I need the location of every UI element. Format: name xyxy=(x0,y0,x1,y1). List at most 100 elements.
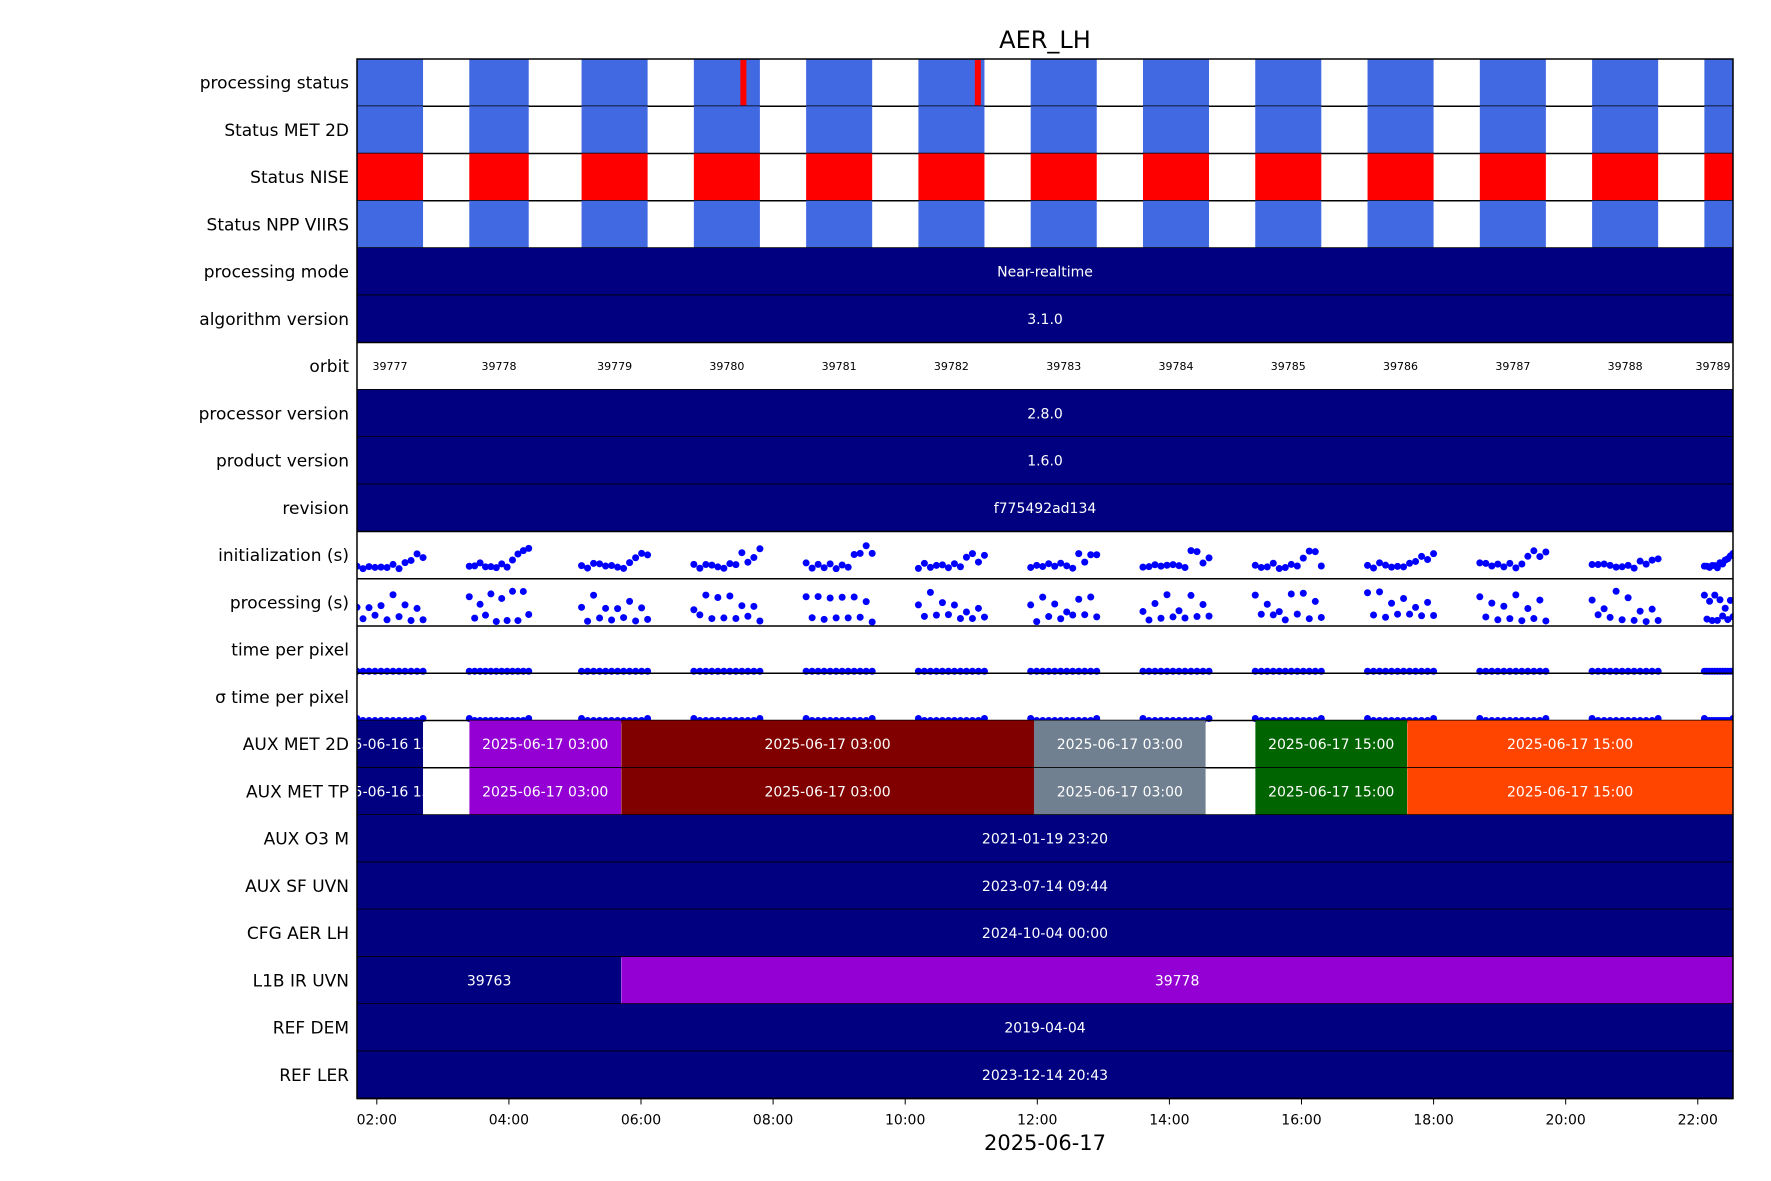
row-12 xyxy=(357,667,1733,675)
data-point xyxy=(1719,612,1727,620)
orbit-number: 39782 xyxy=(934,360,969,373)
data-point xyxy=(1075,595,1083,603)
data-point xyxy=(498,560,506,568)
data-point xyxy=(696,564,704,572)
band-segment: 2.8.0 xyxy=(357,389,1733,437)
data-point xyxy=(856,549,864,557)
data-point xyxy=(1093,551,1101,559)
data-point xyxy=(481,611,489,619)
row-label: product version xyxy=(216,452,349,472)
data-point xyxy=(503,563,511,571)
data-point xyxy=(476,559,484,567)
row-label: processing status xyxy=(200,74,349,94)
orbit-number: 39785 xyxy=(1271,360,1306,373)
data-point xyxy=(1275,608,1283,616)
data-point xyxy=(365,563,373,571)
data-point xyxy=(407,617,415,625)
data-point xyxy=(1169,613,1177,621)
data-point xyxy=(750,554,758,562)
orbit-number: 39779 xyxy=(597,360,632,373)
data-point xyxy=(1033,618,1041,626)
data-point xyxy=(359,615,367,623)
row-17: 2023-07-14 09:44 xyxy=(357,862,1733,911)
status-bar xyxy=(1142,200,1210,248)
data-point xyxy=(1151,600,1159,608)
segment-fill xyxy=(357,295,1733,343)
row-2 xyxy=(357,153,1733,202)
data-point xyxy=(401,601,409,609)
band-segment: 2021-01-19 23:20 xyxy=(357,815,1733,863)
data-point xyxy=(974,558,982,566)
data-point xyxy=(1145,563,1153,571)
row-label: AUX SF UVN xyxy=(245,877,349,897)
data-point xyxy=(602,562,610,570)
data-point xyxy=(1654,616,1662,624)
status-bar xyxy=(469,153,529,201)
data-point xyxy=(401,559,409,567)
segment-label: 3.1.0 xyxy=(1027,312,1063,328)
data-point xyxy=(1588,560,1596,568)
data-point xyxy=(1600,560,1608,568)
data-point xyxy=(756,617,764,625)
data-point xyxy=(808,614,816,622)
status-bar xyxy=(693,200,760,248)
data-point xyxy=(938,561,946,569)
data-point xyxy=(1139,607,1147,615)
band-segment: 2025-06-17 15:00 xyxy=(1255,720,1408,768)
x-tick-label: 08:00 xyxy=(753,1113,793,1129)
data-point xyxy=(850,593,858,601)
data-point xyxy=(1039,563,1047,571)
data-point xyxy=(395,613,403,621)
data-point xyxy=(525,544,533,552)
orbit-number: 39777 xyxy=(373,360,408,373)
data-point xyxy=(1642,618,1650,626)
status-bar xyxy=(581,106,648,154)
data-point xyxy=(1081,611,1089,619)
data-point xyxy=(614,563,622,571)
status-bar xyxy=(1704,106,1733,154)
data-point xyxy=(419,616,427,624)
row-11 xyxy=(357,587,1733,627)
status-bar xyxy=(469,200,529,248)
data-point xyxy=(1269,611,1277,619)
data-point xyxy=(389,591,397,599)
data-point xyxy=(1199,601,1207,609)
row-label: REF DEM xyxy=(273,1019,349,1039)
data-point xyxy=(1600,605,1608,613)
data-point xyxy=(956,563,964,571)
data-point xyxy=(974,604,982,612)
row-6: 39777 39778 39779 39780 39781 39782 39783 39784… xyxy=(357,360,1733,391)
data-point xyxy=(620,614,628,622)
row-label: Status NISE xyxy=(250,168,349,188)
data-point xyxy=(838,561,846,569)
row-19: 39763 39778 xyxy=(357,956,1733,1005)
x-axis-title: 2025-06-17 xyxy=(984,1131,1106,1155)
band-segment: 39778 xyxy=(621,956,1733,1004)
status-bar xyxy=(1367,59,1434,107)
data-point xyxy=(644,615,652,623)
status-bar xyxy=(1142,153,1210,201)
data-point xyxy=(1700,591,1708,599)
orbit-number: 39786 xyxy=(1383,360,1418,373)
data-point xyxy=(738,549,746,557)
status-bar xyxy=(806,106,873,154)
segment-label: 1.6.0 xyxy=(1027,454,1063,470)
data-point xyxy=(1305,615,1313,623)
segment-fill xyxy=(357,1004,1733,1052)
row-7: 2.8.0 xyxy=(357,389,1733,438)
segment-fill xyxy=(357,767,424,815)
status-bar xyxy=(693,153,760,201)
segment-label: 2025-06-17 15:00 xyxy=(1268,784,1394,800)
scatter-points xyxy=(357,542,1733,573)
data-point xyxy=(525,611,533,619)
segment-fill xyxy=(357,815,1733,863)
segment-fill xyxy=(357,1051,1733,1099)
data-point xyxy=(844,563,852,571)
row-label: processing mode xyxy=(204,263,349,283)
band-segment: 2024-10-04 00:00 xyxy=(357,909,1733,957)
segment-label: 2025-06-17 03:00 xyxy=(482,784,608,800)
data-point xyxy=(1057,615,1065,623)
data-point xyxy=(850,551,858,559)
orbit-number: 39788 xyxy=(1608,360,1643,373)
